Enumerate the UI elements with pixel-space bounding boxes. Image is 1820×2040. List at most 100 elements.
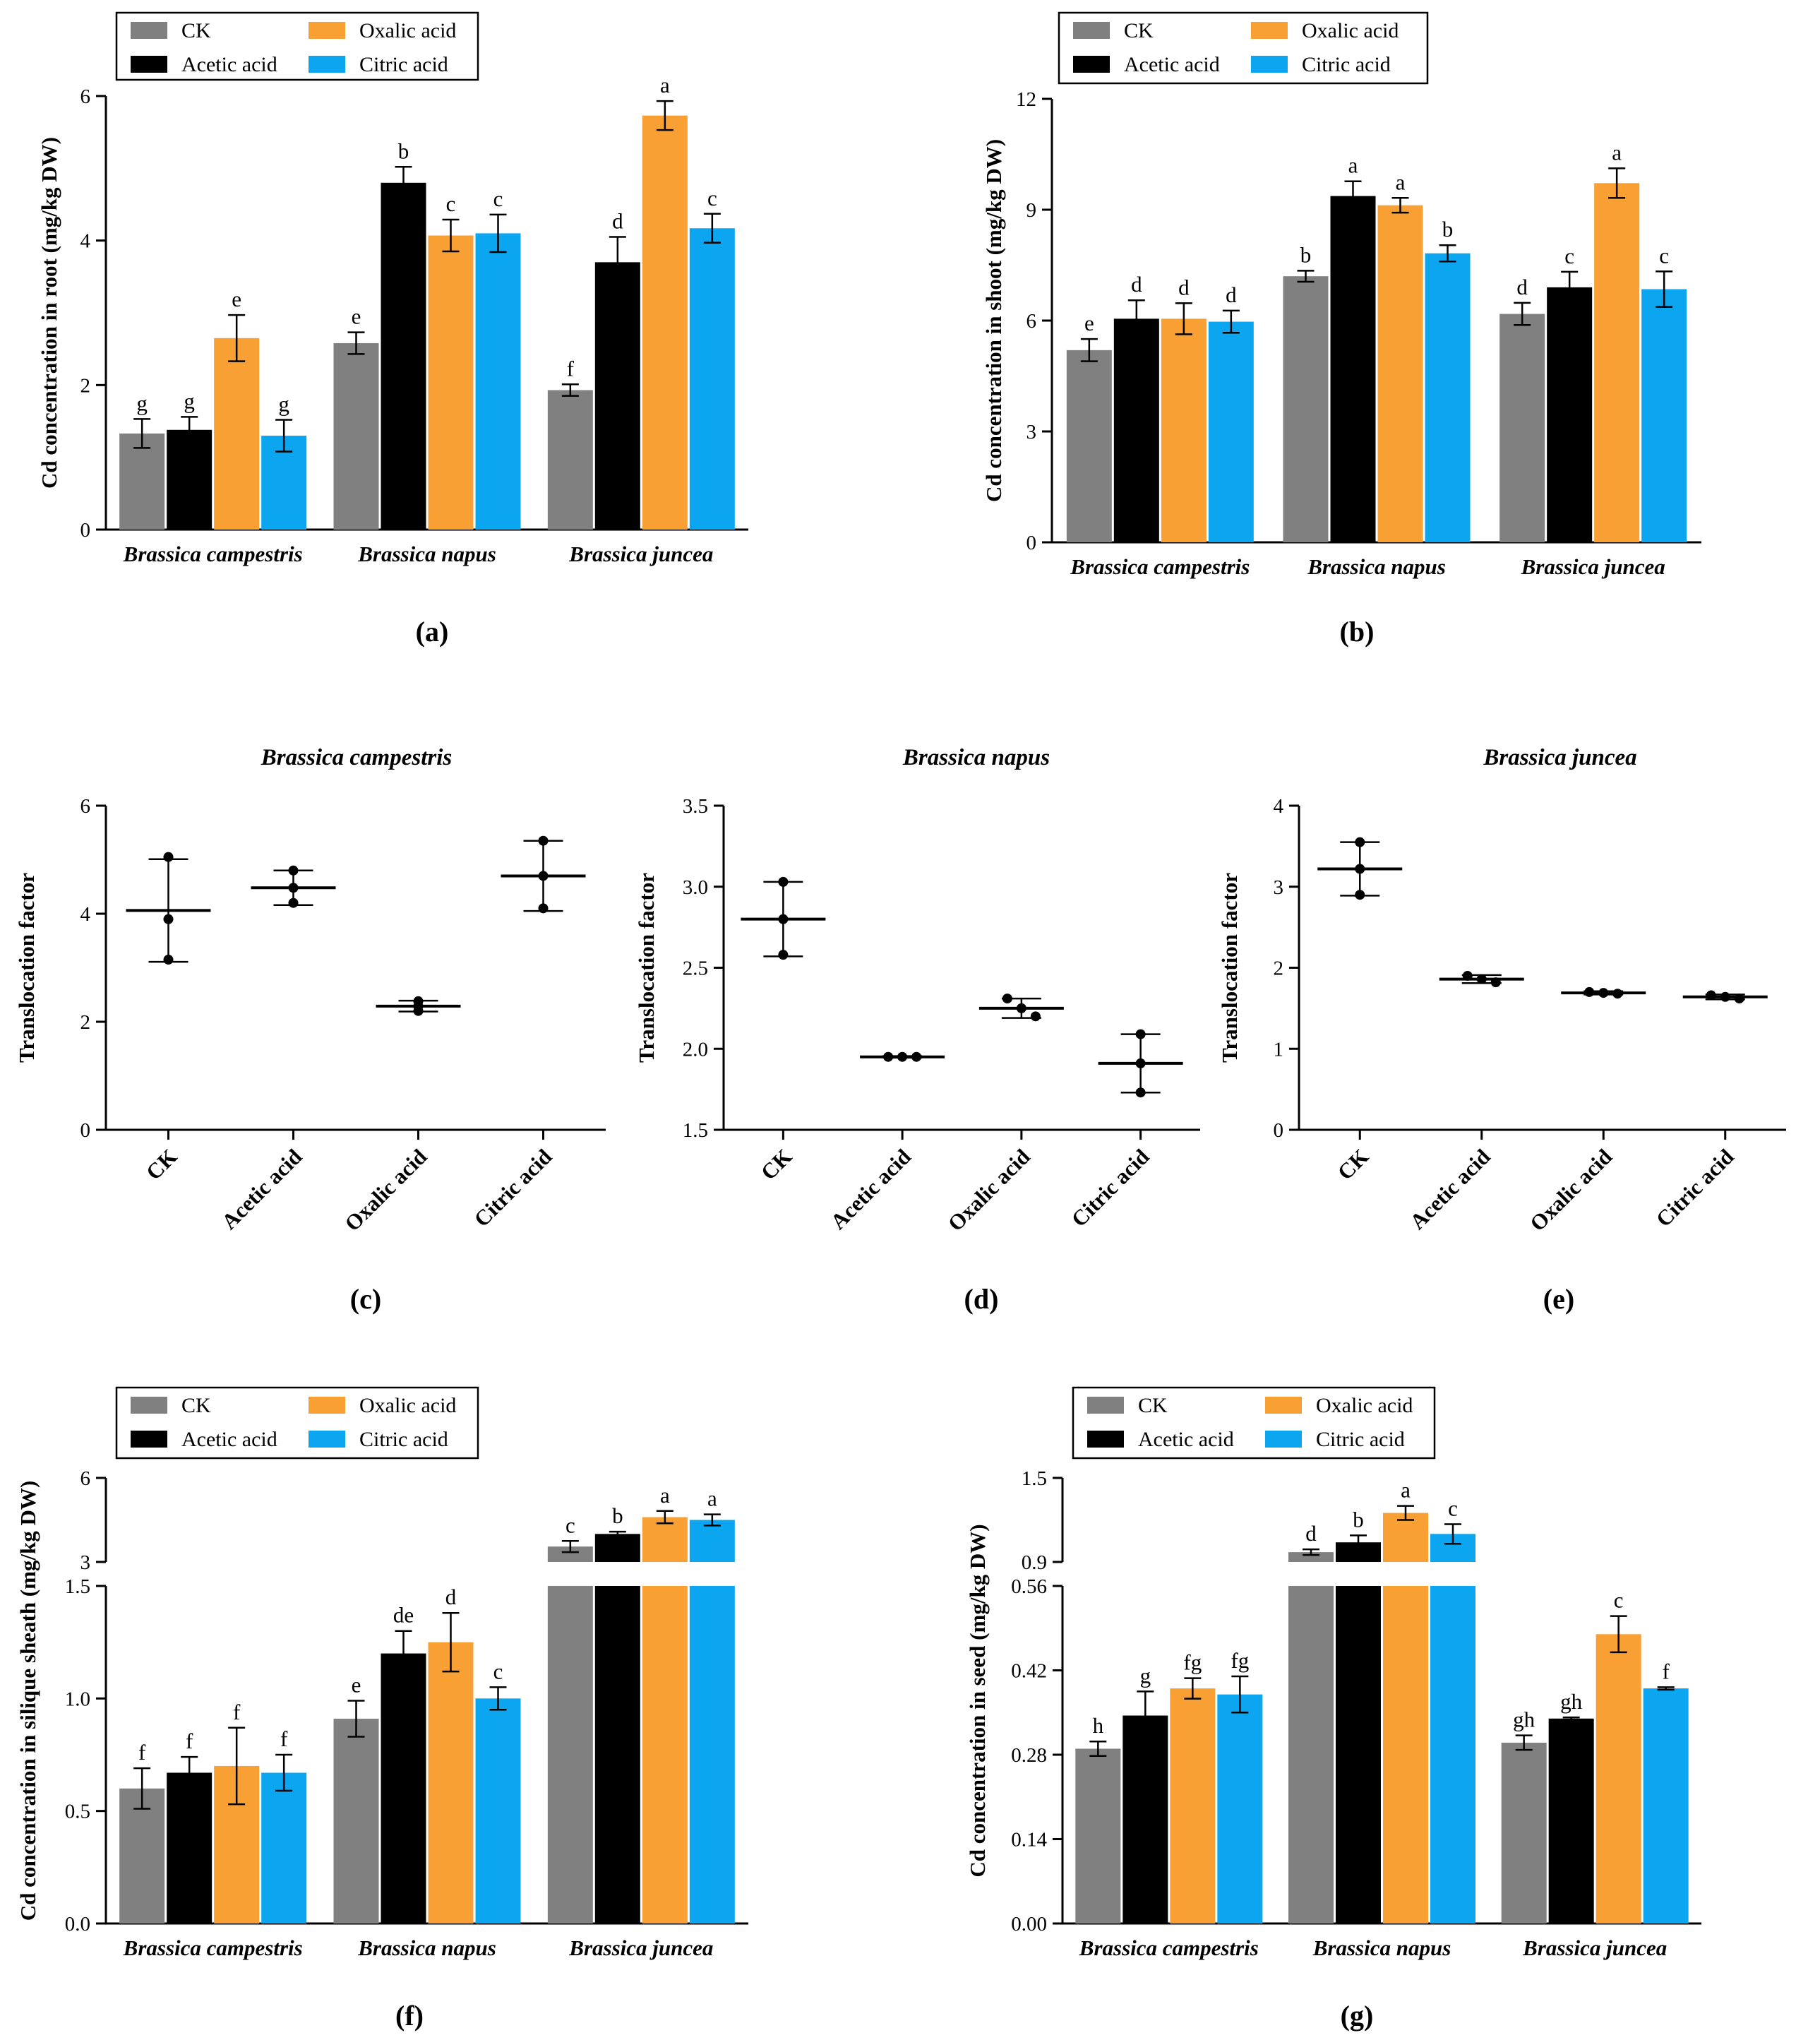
data-point	[288, 865, 299, 876]
legend-swatch	[309, 56, 345, 73]
bar	[1066, 350, 1112, 542]
data-point	[413, 1006, 424, 1016]
bar	[1122, 1715, 1168, 1923]
data-point	[1598, 988, 1609, 998]
data-point	[1002, 994, 1012, 1004]
bar	[119, 433, 165, 530]
data-point	[1030, 1011, 1041, 1022]
bar	[261, 1772, 307, 1923]
bar	[214, 338, 260, 530]
significance-letter: a	[1612, 140, 1622, 165]
data-point	[163, 914, 174, 924]
legend-entry: CK	[1138, 1394, 1168, 1417]
x-category-label: Brassica campestris	[1079, 1935, 1259, 1960]
legend-entry: Acetic acid	[181, 53, 277, 76]
bar	[1330, 196, 1376, 542]
x-category-label: Brassica campestris	[123, 542, 303, 566]
y-tick-label: 2	[80, 1011, 91, 1034]
data-point	[1135, 1087, 1146, 1098]
legend-entry: CK	[181, 1394, 211, 1417]
data-point	[1462, 970, 1473, 981]
y-tick-label: 0.00	[1011, 1913, 1047, 1935]
x-category-label: Acetic acid	[825, 1144, 916, 1234]
y-tick-label: 3	[80, 1551, 91, 1574]
data-point	[538, 871, 549, 881]
significance-letter: c	[1564, 244, 1574, 268]
legend-swatch	[1265, 1431, 1302, 1448]
legend-box	[1058, 11, 1429, 85]
significance-letter: a	[707, 1486, 717, 1511]
data-point	[1734, 994, 1744, 1004]
y-tick-label: 0.56	[1011, 1575, 1047, 1598]
bar-upper-part	[642, 1517, 688, 1562]
data-point	[1706, 990, 1716, 1001]
y-tick-label: 0.42	[1011, 1660, 1047, 1683]
y-axis-label: Cd concentration in root (mg/kg DW)	[37, 137, 61, 489]
significance-letter: c	[1614, 1588, 1624, 1613]
y-tick-label: 0	[80, 1119, 91, 1142]
bar	[333, 1719, 379, 1923]
significance-letter: de	[393, 1603, 414, 1628]
bar	[689, 228, 735, 530]
bar	[1594, 183, 1640, 542]
x-category-label: Brassica juncea	[1522, 1935, 1667, 1960]
bar	[333, 342, 379, 530]
bar	[1425, 253, 1471, 542]
bar	[381, 1653, 426, 1923]
bar	[381, 182, 426, 530]
significance-letter: f	[280, 1726, 288, 1751]
x-category-label: Brassica campestris	[123, 1935, 303, 1960]
bar-lower-part	[689, 1586, 735, 1923]
panel-label: (e)	[1543, 1283, 1574, 1315]
significance-letter: b	[612, 1503, 623, 1528]
bar	[1643, 1688, 1689, 1923]
legend-box	[115, 11, 479, 81]
data-point	[1135, 1058, 1146, 1068]
significance-letter: g	[136, 390, 148, 415]
legend-entry: Oxalic acid	[359, 1394, 456, 1417]
x-category-label: CK	[141, 1144, 182, 1185]
significance-letter: gh	[1513, 1707, 1535, 1732]
y-tick-label: 2	[1274, 958, 1284, 980]
y-axis-label: Cd concentration in shoot (mg/kg DW)	[981, 139, 1006, 502]
significance-letter: g	[278, 391, 289, 416]
legend-entry: Acetic acid	[181, 1428, 277, 1451]
y-axis-label: Cd concentration in silique sheath (mg/k…	[16, 1481, 40, 1921]
x-category-label: Citric acid	[1651, 1144, 1739, 1231]
y-tick-label: 6	[80, 795, 91, 818]
y-tick-label: 1.5	[65, 1575, 90, 1598]
significance-letter: f	[138, 1740, 146, 1765]
bar-chart-a: 0 2 4 6 g g e g Brassica campestris e b c c Brassica …	[37, 11, 748, 648]
bar-upper-part	[1383, 1513, 1428, 1562]
bar-chart-b: 0 3 6 9 12 e d d d Brassica campestris b a a b Brassic…	[981, 11, 1701, 648]
legend-entry: CK	[181, 19, 211, 42]
y-axis-label: Cd concentration in seed (mg/kg DW)	[965, 1524, 990, 1877]
y-tick-label: 2.5	[683, 958, 708, 980]
bar	[1596, 1634, 1641, 1923]
x-category-label: Citric acid	[1067, 1144, 1154, 1231]
bar-upper-part	[689, 1520, 735, 1562]
bar	[1547, 287, 1593, 542]
significance-letter: c	[493, 1659, 503, 1683]
legend-swatch	[1087, 1397, 1124, 1414]
bar-lower-part	[1288, 1586, 1334, 1923]
data-point	[1720, 991, 1730, 1002]
x-category-label: Oxalic acid	[1525, 1144, 1617, 1236]
significance-letter: d	[1226, 282, 1237, 307]
legend-entry: Citric acid	[359, 1428, 448, 1451]
x-category-label: Oxalic acid	[943, 1144, 1035, 1236]
legend-swatch	[1087, 1431, 1124, 1448]
bar	[547, 390, 593, 530]
legend-box	[1072, 1386, 1436, 1460]
data-point	[288, 883, 299, 893]
data-point	[538, 835, 549, 846]
bar-chart-f: 0.0 0.5 1.0 1.53 6 f f f f Brassica campestris e de…	[16, 1386, 748, 2032]
y-tick-label: 9	[1026, 199, 1037, 222]
y-tick-label: 6	[1026, 310, 1037, 333]
bar	[475, 1698, 521, 1923]
y-tick-label: 2	[80, 374, 91, 397]
y-axis-label: Translocation factor	[1217, 873, 1242, 1063]
data-point	[288, 897, 299, 908]
x-category-label: CK	[1333, 1144, 1374, 1185]
